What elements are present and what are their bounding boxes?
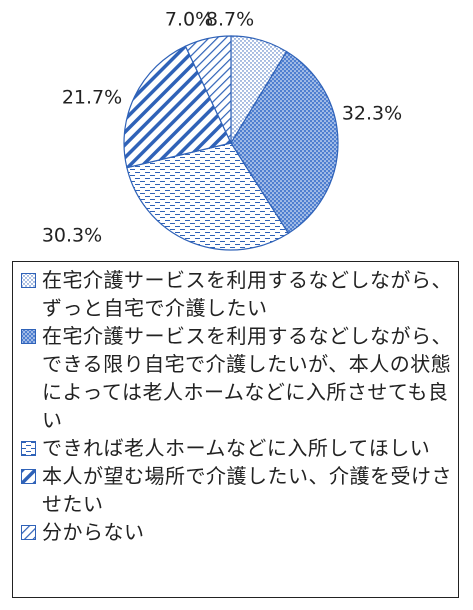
pie-slice-3 xyxy=(123,45,232,169)
legend-swatch-dashes xyxy=(21,441,36,456)
pie-slice-2 xyxy=(126,142,290,251)
slice-percent-label-4: 7.0% xyxy=(165,9,213,31)
slice-percent-label-3: 21.7% xyxy=(62,87,122,109)
legend-item-1: 在宅介護サービスを利用するなどしながら、できる限り自宅で介護したいが、本人の状態… xyxy=(21,322,452,434)
legend-label: 本人が望む場所で介護したい、介護を受けさせたい xyxy=(42,464,452,516)
legend: 在宅介護サービスを利用するなどしながら、ずっと自宅で介護したい 在宅介護サービス… xyxy=(12,261,459,598)
slice-percent-label-1: 32.3% xyxy=(342,103,402,125)
legend-swatch-stripes-wide xyxy=(21,469,36,484)
legend-swatch-dense xyxy=(21,329,36,344)
legend-item-0: 在宅介護サービスを利用するなどしながら、ずっと自宅で介護したい xyxy=(21,266,452,322)
slice-percent-label-2: 30.3% xyxy=(42,225,102,247)
legend-swatch-dots xyxy=(21,273,36,288)
legend-label: 分からない xyxy=(42,520,145,544)
pie-slices xyxy=(123,35,339,251)
legend-item-2: できれば老人ホームなどに入所してほしい xyxy=(21,434,452,462)
legend-item-4: 分からない xyxy=(21,518,452,546)
legend-label: 在宅介護サービスを利用するなどしながら、できる限り自宅で介護したいが、本人の状態… xyxy=(42,324,452,432)
pie-chart: 8.7% 32.3% 30.3% 21.7% 7.0% xyxy=(42,9,402,251)
pie-slice-4 xyxy=(184,35,232,144)
legend-swatch-stripes-thin xyxy=(21,525,36,540)
slice-percent-label-0: 8.7% xyxy=(206,9,254,31)
pie-labels: 8.7% 32.3% 30.3% 21.7% 7.0% xyxy=(42,9,402,247)
legend-item-3: 本人が望む場所で介護したい、介護を受けさせたい xyxy=(21,462,452,518)
pie-slice-1 xyxy=(230,50,339,235)
legend-label: 在宅介護サービスを利用するなどしながら、ずっと自宅で介護したい xyxy=(42,268,452,320)
legend-label: できれば老人ホームなどに入所してほしい xyxy=(42,436,431,460)
